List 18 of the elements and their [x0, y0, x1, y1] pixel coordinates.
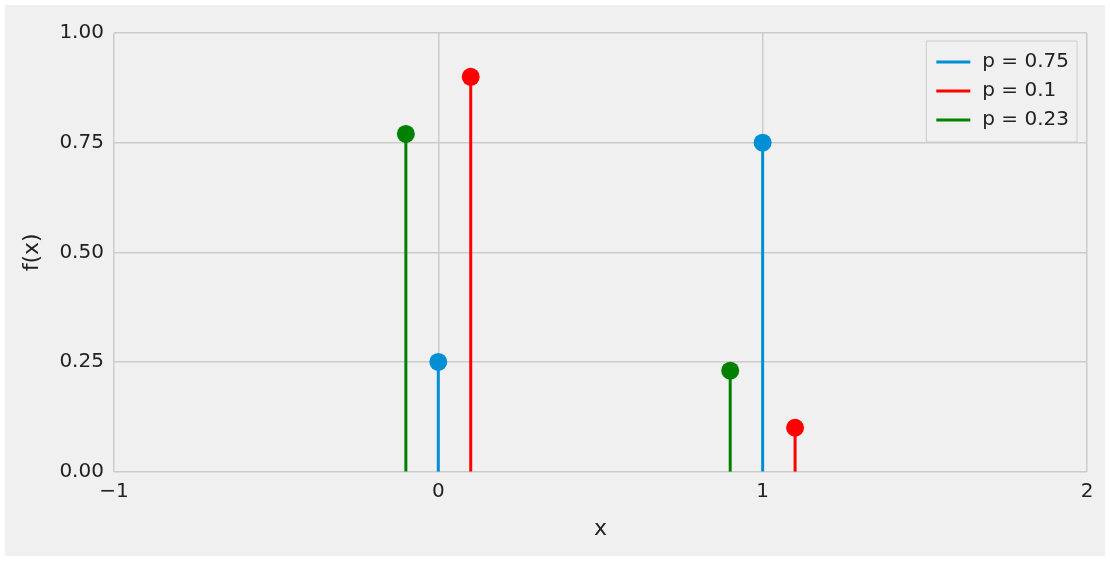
y-tick-label: 0.25: [59, 348, 104, 373]
point: [429, 352, 448, 371]
x-tick-label: 1: [756, 477, 770, 502]
x-tick-label: 0: [431, 477, 445, 502]
y-axis-title: f(x): [17, 233, 43, 272]
x-tick-label: 2: [1080, 477, 1094, 502]
x-axis-title: x: [593, 514, 607, 540]
legend-label: p = 0.75: [982, 48, 1069, 73]
point: [721, 361, 740, 380]
point: [753, 133, 772, 152]
point: [461, 67, 480, 86]
legend-label: p = 0.1: [982, 77, 1057, 102]
y-tick-label: 0.50: [59, 238, 104, 263]
legend-label: p = 0.23: [982, 106, 1069, 131]
point: [396, 124, 415, 143]
point: [786, 418, 805, 437]
y-tick-label: 0.75: [59, 128, 104, 153]
y-tick-label: 1.00: [59, 19, 104, 44]
